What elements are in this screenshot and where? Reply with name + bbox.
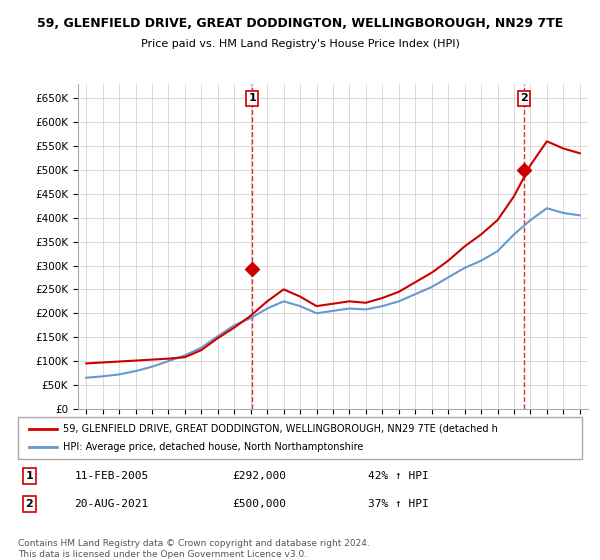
Text: 59, GLENFIELD DRIVE, GREAT DODDINGTON, WELLINGBOROUGH, NN29 7TE (detached h: 59, GLENFIELD DRIVE, GREAT DODDINGTON, W…	[63, 424, 498, 434]
Text: This data is licensed under the Open Government Licence v3.0.: This data is licensed under the Open Gov…	[18, 550, 307, 559]
Text: 42% ↑ HPI: 42% ↑ HPI	[368, 471, 428, 481]
Text: 37% ↑ HPI: 37% ↑ HPI	[368, 499, 428, 509]
Text: £500,000: £500,000	[232, 499, 286, 509]
Text: £292,000: £292,000	[232, 471, 286, 481]
Text: 2: 2	[25, 499, 33, 509]
Text: 11-FEB-2005: 11-FEB-2005	[74, 471, 149, 481]
FancyBboxPatch shape	[18, 417, 582, 459]
Text: HPI: Average price, detached house, North Northamptonshire: HPI: Average price, detached house, Nort…	[63, 442, 364, 452]
Text: 59, GLENFIELD DRIVE, GREAT DODDINGTON, WELLINGBOROUGH, NN29 7TE: 59, GLENFIELD DRIVE, GREAT DODDINGTON, W…	[37, 17, 563, 30]
Text: Contains HM Land Registry data © Crown copyright and database right 2024.: Contains HM Land Registry data © Crown c…	[18, 539, 370, 548]
Text: 1: 1	[25, 471, 33, 481]
Text: 2: 2	[520, 94, 528, 104]
Text: Price paid vs. HM Land Registry's House Price Index (HPI): Price paid vs. HM Land Registry's House …	[140, 39, 460, 49]
Text: 20-AUG-2021: 20-AUG-2021	[74, 499, 149, 509]
Text: 1: 1	[248, 94, 256, 104]
